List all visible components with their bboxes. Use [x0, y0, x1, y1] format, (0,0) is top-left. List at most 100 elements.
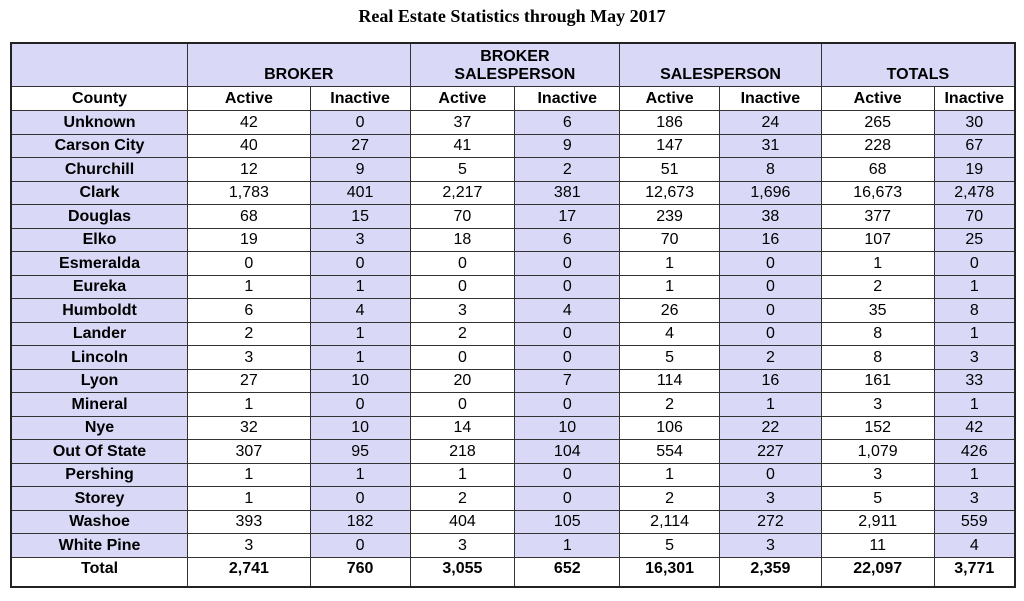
- county-cell: Churchill: [10, 157, 189, 182]
- county-cell: Clark: [10, 180, 189, 205]
- county-cell: Total: [10, 556, 189, 587]
- inactive-cell: 1: [309, 321, 411, 346]
- active-cell: 2,114: [619, 509, 720, 534]
- table-row: Unknown 42 0 37 6 186 24 265 30: [10, 110, 1016, 135]
- active-cell: 70: [619, 227, 720, 252]
- table-row: Storey 1 0 2 0 2 3 5 3: [10, 486, 1016, 511]
- active-cell: 32: [187, 415, 311, 440]
- table-row: Nye 32 10 14 10 106 22 152 42: [10, 415, 1016, 440]
- inactive-cell: 0: [514, 392, 621, 417]
- inactive-cell: 8: [933, 298, 1016, 323]
- active-cell: 8: [820, 345, 935, 370]
- header-blank: [10, 42, 189, 87]
- active-cell: 11: [820, 533, 935, 558]
- table-row: Mineral 1 0 0 0 2 1 3 1: [10, 392, 1016, 417]
- table-row: Out Of State 307 95 218 104 554 227 1,079 426: [10, 439, 1016, 464]
- active-cell: 22,097: [820, 556, 935, 587]
- county-cell: Washoe: [10, 509, 189, 534]
- inactive-cell: 426: [933, 439, 1016, 464]
- column-header-county: County: [10, 86, 189, 111]
- active-cell: 218: [409, 439, 516, 464]
- active-cell: 393: [187, 509, 311, 534]
- inactive-cell: 38: [719, 204, 822, 229]
- active-cell: 152: [820, 415, 935, 440]
- inactive-cell: 3: [719, 486, 822, 511]
- active-cell: 1: [187, 462, 311, 487]
- active-cell: 19: [187, 227, 311, 252]
- inactive-cell: 9: [514, 133, 621, 158]
- table-row: Elko 19 3 18 6 70 16 107 25: [10, 227, 1016, 252]
- column-header-inactive: Inactive: [933, 86, 1016, 111]
- inactive-cell: 559: [933, 509, 1016, 534]
- active-cell: 404: [409, 509, 516, 534]
- column-header-active: Active: [820, 86, 935, 111]
- active-cell: 1: [187, 274, 311, 299]
- county-cell: Nye: [10, 415, 189, 440]
- inactive-cell: 0: [719, 462, 822, 487]
- county-cell: Storey: [10, 486, 189, 511]
- inactive-cell: 3: [719, 533, 822, 558]
- active-cell: 20: [409, 368, 516, 393]
- active-cell: 2,741: [187, 556, 311, 587]
- active-cell: 5: [619, 533, 720, 558]
- active-cell: 2,217: [409, 180, 516, 205]
- active-cell: 12: [187, 157, 311, 182]
- inactive-cell: 0: [309, 251, 411, 276]
- inactive-cell: 4: [514, 298, 621, 323]
- inactive-cell: 67: [933, 133, 1016, 158]
- active-cell: 3: [820, 392, 935, 417]
- group-header-salesperson: SALESPERSON: [619, 42, 822, 87]
- table-row: Eureka 1 1 0 0 1 0 2 1: [10, 274, 1016, 299]
- active-cell: 147: [619, 133, 720, 158]
- inactive-cell: 4: [309, 298, 411, 323]
- active-cell: 1,783: [187, 180, 311, 205]
- active-cell: 107: [820, 227, 935, 252]
- active-cell: 377: [820, 204, 935, 229]
- active-cell: 2,911: [820, 509, 935, 534]
- active-cell: 51: [619, 157, 720, 182]
- table-row: Washoe 393 182 404 105 2,114 272 2,911 559: [10, 509, 1016, 534]
- active-cell: 3,055: [409, 556, 516, 587]
- inactive-cell: 3: [309, 227, 411, 252]
- county-cell: Pershing: [10, 462, 189, 487]
- active-cell: 12,673: [619, 180, 720, 205]
- active-cell: 2: [409, 321, 516, 346]
- inactive-cell: 24: [719, 110, 822, 135]
- active-cell: 554: [619, 439, 720, 464]
- inactive-cell: 381: [514, 180, 621, 205]
- inactive-cell: 4: [933, 533, 1016, 558]
- active-cell: 70: [409, 204, 516, 229]
- inactive-cell: 42: [933, 415, 1016, 440]
- county-cell: Eureka: [10, 274, 189, 299]
- table-row: Humboldt 6 4 3 4 26 0 35 8: [10, 298, 1016, 323]
- inactive-cell: 1: [309, 462, 411, 487]
- inactive-cell: 1: [933, 274, 1016, 299]
- inactive-cell: 25: [933, 227, 1016, 252]
- inactive-cell: 6: [514, 227, 621, 252]
- inactive-cell: 15: [309, 204, 411, 229]
- active-cell: 1: [619, 274, 720, 299]
- table-row: Lyon 27 10 20 7 114 16 161 33: [10, 368, 1016, 393]
- column-header-inactive: Inactive: [514, 86, 621, 111]
- inactive-cell: 2: [514, 157, 621, 182]
- active-cell: 1: [820, 251, 935, 276]
- inactive-cell: 31: [719, 133, 822, 158]
- inactive-cell: 17: [514, 204, 621, 229]
- active-cell: 5: [409, 157, 516, 182]
- inactive-cell: 0: [514, 345, 621, 370]
- active-cell: 3: [187, 345, 311, 370]
- inactive-cell: 7: [514, 368, 621, 393]
- inactive-cell: 0: [514, 251, 621, 276]
- inactive-cell: 2: [719, 345, 822, 370]
- inactive-cell: 0: [514, 486, 621, 511]
- active-cell: 14: [409, 415, 516, 440]
- active-cell: 37: [409, 110, 516, 135]
- inactive-cell: 10: [514, 415, 621, 440]
- active-cell: 0: [409, 392, 516, 417]
- inactive-cell: 2,359: [719, 556, 822, 587]
- active-cell: 114: [619, 368, 720, 393]
- total-row: Total 2,741 760 3,055 652 16,301 2,359 22,097 3,…: [10, 556, 1016, 587]
- inactive-cell: 22: [719, 415, 822, 440]
- group-header-broker: BROKER: [187, 42, 411, 87]
- active-cell: 3: [409, 298, 516, 323]
